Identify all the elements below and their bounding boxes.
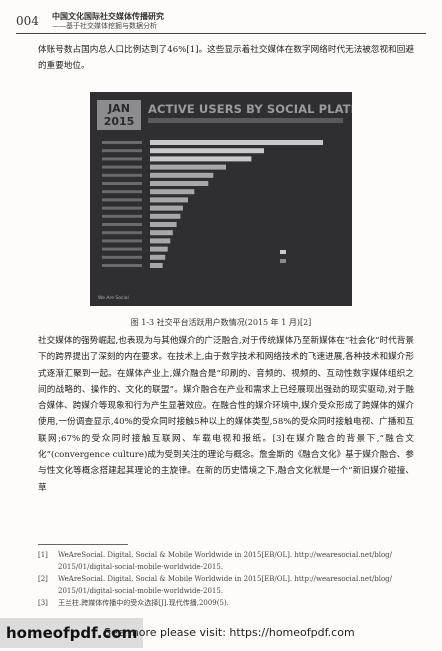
platform-label-11 bbox=[102, 231, 142, 235]
platform-label-12 bbox=[102, 239, 142, 243]
platform-label-3 bbox=[102, 165, 142, 169]
watermark-link-text[interactable]: See more please visit: https://homeofpdf… bbox=[104, 626, 355, 639]
bar-5 bbox=[150, 181, 209, 186]
footnote-text-cont: 2015/01/digital-social-mobile-worldwide-… bbox=[58, 562, 224, 571]
bar-13 bbox=[150, 246, 168, 252]
bar-14 bbox=[150, 254, 166, 260]
footnote-number: [2] bbox=[38, 575, 48, 583]
legend-swatch-1 bbox=[280, 259, 286, 263]
paragraph-2: 社交媒体的强势崛起,也表现为与其他媒介的广泛融合,对于传统媒体乃至新媒体在“社会… bbox=[38, 336, 414, 493]
watermark-banner: homeofpdf.com See more please visit: htt… bbox=[0, 616, 442, 651]
platform-label-8 bbox=[102, 206, 142, 210]
footnote-2: [2] WeAreSocial. Digital, Social & Mobile… bbox=[38, 574, 414, 597]
figure-caption: 图 1-3 社交平台活跃用户数情况(2015 年 1 月)[2] bbox=[130, 318, 312, 327]
bar-11 bbox=[150, 230, 173, 236]
bar-0 bbox=[150, 140, 324, 145]
footnote-divider bbox=[38, 544, 128, 545]
book-title: 中国文化国际社交媒体传播研究 bbox=[52, 11, 164, 21]
bar-2 bbox=[150, 156, 252, 162]
footnote-1: [1] WeAreSocial. Digital, Social & Mobile… bbox=[38, 550, 414, 573]
bar-3 bbox=[150, 164, 226, 170]
footnote-3: [3] 王兰柱.跨媒体传播中的受众选择[J].现代传播,2009(5). bbox=[38, 598, 414, 610]
figure-social-platform-users: JAN 2015 ACTIVE USERS BY SOCIAL PLATFORM… bbox=[90, 92, 352, 306]
platform-label-5 bbox=[102, 182, 142, 185]
figure-date-badge: JAN 2015 bbox=[97, 100, 141, 130]
footnote-text: WeAreSocial. Digital, Social & Mobile Wo… bbox=[58, 575, 393, 583]
platform-label-15 bbox=[102, 264, 142, 267]
bar-8 bbox=[150, 205, 183, 211]
watermark-logo[interactable]: homeofpdf.com bbox=[0, 618, 144, 648]
footnote-text-cont: 2015/01/digital-social-mobile-worldwide-… bbox=[58, 586, 224, 595]
bar-4 bbox=[150, 172, 214, 178]
platform-label-10 bbox=[102, 223, 142, 226]
bar-6 bbox=[150, 189, 195, 195]
platform-label-1 bbox=[102, 149, 142, 153]
bar-10 bbox=[150, 222, 177, 227]
figure-subtitle-bar bbox=[148, 118, 343, 123]
bar-chart bbox=[102, 140, 324, 268]
footnote-text: 王兰柱.跨媒体传播中的受众选择[J].现代传播,2009(5). bbox=[58, 599, 229, 607]
figure-footer: We Are Social bbox=[98, 296, 129, 301]
footnote-text: WeAreSocial. Digital, Social & Mobile Wo… bbox=[58, 551, 393, 559]
footnote-number: [3] bbox=[38, 599, 48, 607]
platform-label-9 bbox=[102, 214, 142, 218]
platform-label-0 bbox=[102, 141, 142, 144]
platform-label-7 bbox=[102, 198, 142, 202]
footnote-number: [1] bbox=[38, 551, 48, 559]
paragraph-1: 体账号数占国内总人口比例达到了46%[1]。这些显示着社交媒体在数字网络时代无法… bbox=[38, 45, 414, 72]
running-header: 004 中国文化国际社交媒体传播研究 ——基于社交媒体挖掘与数据分析 bbox=[16, 8, 426, 34]
bar-15 bbox=[150, 263, 163, 268]
figure-title: ACTIVE USERS BY SOCIAL PLATFORM bbox=[148, 102, 352, 116]
book-subtitle: ——基于社交媒体挖掘与数据分析 bbox=[52, 22, 157, 30]
platform-label-13 bbox=[102, 247, 142, 251]
bar-12 bbox=[150, 238, 171, 244]
bar-9 bbox=[150, 213, 181, 219]
platform-label-14 bbox=[102, 255, 142, 259]
platform-label-2 bbox=[102, 157, 142, 161]
page-number: 004 bbox=[16, 14, 39, 28]
platform-label-6 bbox=[102, 190, 142, 194]
platform-label-4 bbox=[102, 173, 142, 177]
legend-swatch-0 bbox=[280, 250, 286, 254]
bar-7 bbox=[150, 197, 188, 203]
bar-1 bbox=[150, 148, 264, 154]
